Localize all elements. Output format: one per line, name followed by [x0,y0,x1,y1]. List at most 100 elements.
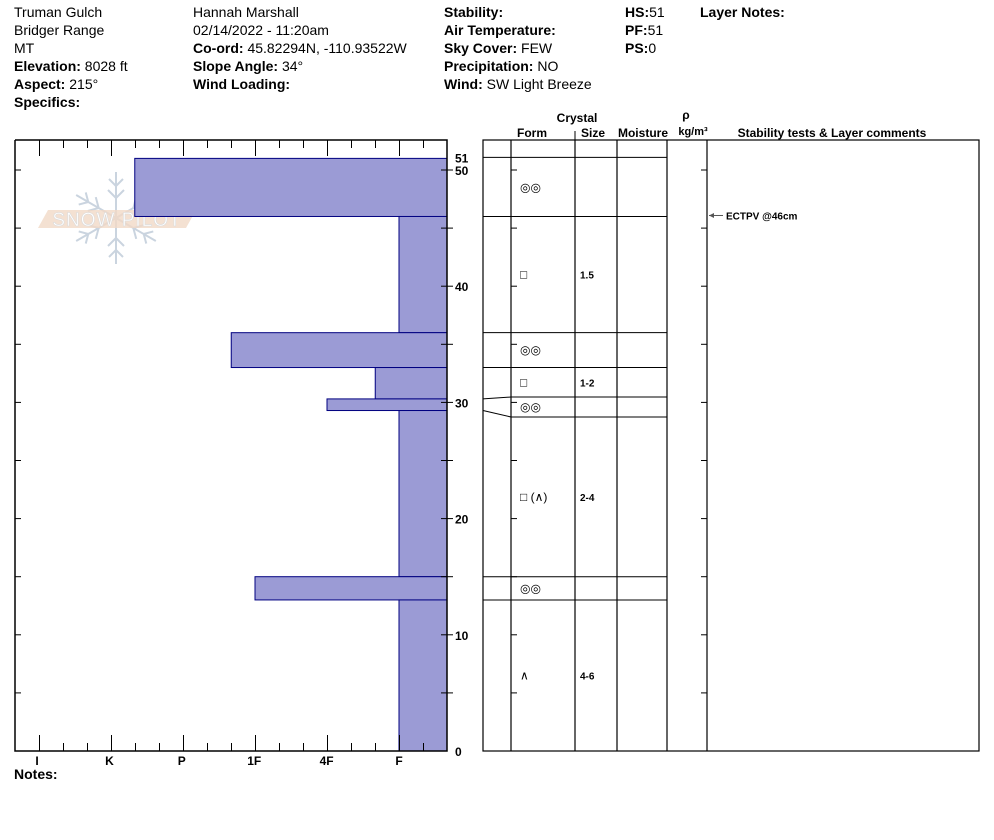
grain-form-symbol: ◎◎ [520,180,541,194]
hardness-tick-label: 1F [247,754,261,768]
field-value: 215° [69,76,99,92]
header-field: Truman Gulch [14,3,102,21]
header-field: Sky Cover: FEW [444,39,552,57]
watermark-part [107,218,125,264]
header-field: Precipitation: NO [444,57,558,75]
header-field: Slope Angle: 34° [193,57,303,75]
field-label: HS: [625,4,650,20]
header-size: Size [581,126,605,140]
hardness-bar [374,367,448,400]
header-moisture: Moisture [618,126,668,140]
field-label: PS: [625,40,649,56]
layer-connector [482,396,512,400]
header-field: HS:51 [625,3,665,21]
field-label: Co-ord: [193,40,244,56]
header-field: Layer Notes: [700,3,785,21]
header-field: Wind: SW Light Breeze [444,75,592,93]
header-field: Co-ord: 45.82294N, -110.93522W [193,39,407,57]
header-field: PF:51 [625,21,663,39]
grain-size: 1.5 [580,271,594,282]
layer-table-frame [482,139,980,752]
grain-form-symbol: □ (∧) [520,490,547,504]
hardness-tick-label: P [178,754,186,768]
field-label: Wind Loading: [193,76,291,92]
hardness-tick-label: K [105,754,114,768]
header-field: Hannah Marshall [193,3,299,21]
depth-tick-label: 0 [455,745,462,759]
field-value: FEW [521,40,553,56]
hardness-bar [254,576,448,601]
grain-form-symbol: ◎◎ [520,343,541,357]
hardness-tick-label: I [35,754,38,768]
field-value: Truman Gulch [14,4,103,20]
stability-test-label: ECTPV @46cm [726,211,798,222]
grain-size: 2-4 [580,493,595,504]
field-value: 51 [647,22,664,38]
hardness-tick-label: 4F [320,754,334,768]
header-field: Air Temperature: [444,21,556,39]
header-density-unit: kg/m³ [678,126,708,138]
hardness-bar [398,215,448,334]
field-label: PF: [625,22,648,38]
header-density-symbol: ρ [682,108,689,122]
field-label: Layer Notes: [700,4,785,20]
grain-form-symbol: □ [520,268,527,282]
field-value: Bridger Range [14,22,105,38]
field-value: 8028 ft [84,58,128,74]
header-field: Bridger Range [14,21,104,39]
header-comments: Stability tests & Layer comments [738,126,927,140]
hardness-tick-label: F [395,754,402,768]
field-value: 34° [281,58,304,74]
field-label: Stability: [444,4,504,20]
hardness-bar [134,157,448,217]
field-label: Sky Cover: [444,40,518,56]
hardness-bar [230,332,448,369]
grain-size: 4-6 [580,671,595,682]
depth-tick-label: 30 [455,396,469,410]
header-field: Aspect: 215° [14,75,98,93]
header-field: Stability: [444,3,503,21]
grain-size: 1-2 [580,378,595,389]
field-label: Slope Angle: [193,58,279,74]
arrow-head-icon [709,212,714,218]
depth-tick-label: 51 [455,151,469,165]
field-value: MT [14,40,35,56]
field-value: Hannah Marshall [193,4,299,20]
field-value: 02/14/2022 - 11:20am [193,22,329,38]
field-value: NO [537,58,559,74]
header-field: MT [14,39,34,57]
header-crystal: Crystal [557,111,598,125]
watermark-part [75,192,117,219]
field-label: Elevation: [14,58,81,74]
field-label: Wind: [444,76,483,92]
header-form: Form [517,126,547,140]
field-label: Precipitation: [444,58,534,74]
hardness-bar [398,410,448,578]
hardness-bar [326,398,448,412]
field-value: SW Light Breeze [486,76,592,92]
grain-form-symbol: □ [520,375,527,389]
grain-form-symbol: ◎◎ [520,581,541,595]
header-field: Specifics: [14,93,80,111]
field-value: 51 [649,4,665,20]
field-value: 45.82294N, -110.93522W [247,40,407,56]
header-field: Elevation: 8028 ft [14,57,128,75]
layer-connector [482,410,512,418]
header-field: 02/14/2022 - 11:20am [193,21,329,39]
depth-tick-label: 40 [455,280,469,294]
depth-tick-label: 10 [455,629,469,643]
header-field: Wind Loading: [193,75,290,93]
depth-tick-label: 50 [455,164,469,178]
grain-form-symbol: ∧ [520,668,529,682]
field-value: 0 [648,40,657,56]
depth-tick-label: 20 [455,513,469,527]
watermark-part [107,172,125,218]
notes-label: Notes: [14,766,58,782]
field-label: Specifics: [14,94,81,110]
grain-form-symbol: ◎◎ [520,400,541,414]
field-label: Air Temperature: [444,22,556,38]
hardness-bar [398,599,448,752]
field-label: Aspect: [14,76,66,92]
header-field: PS:0 [625,39,656,57]
